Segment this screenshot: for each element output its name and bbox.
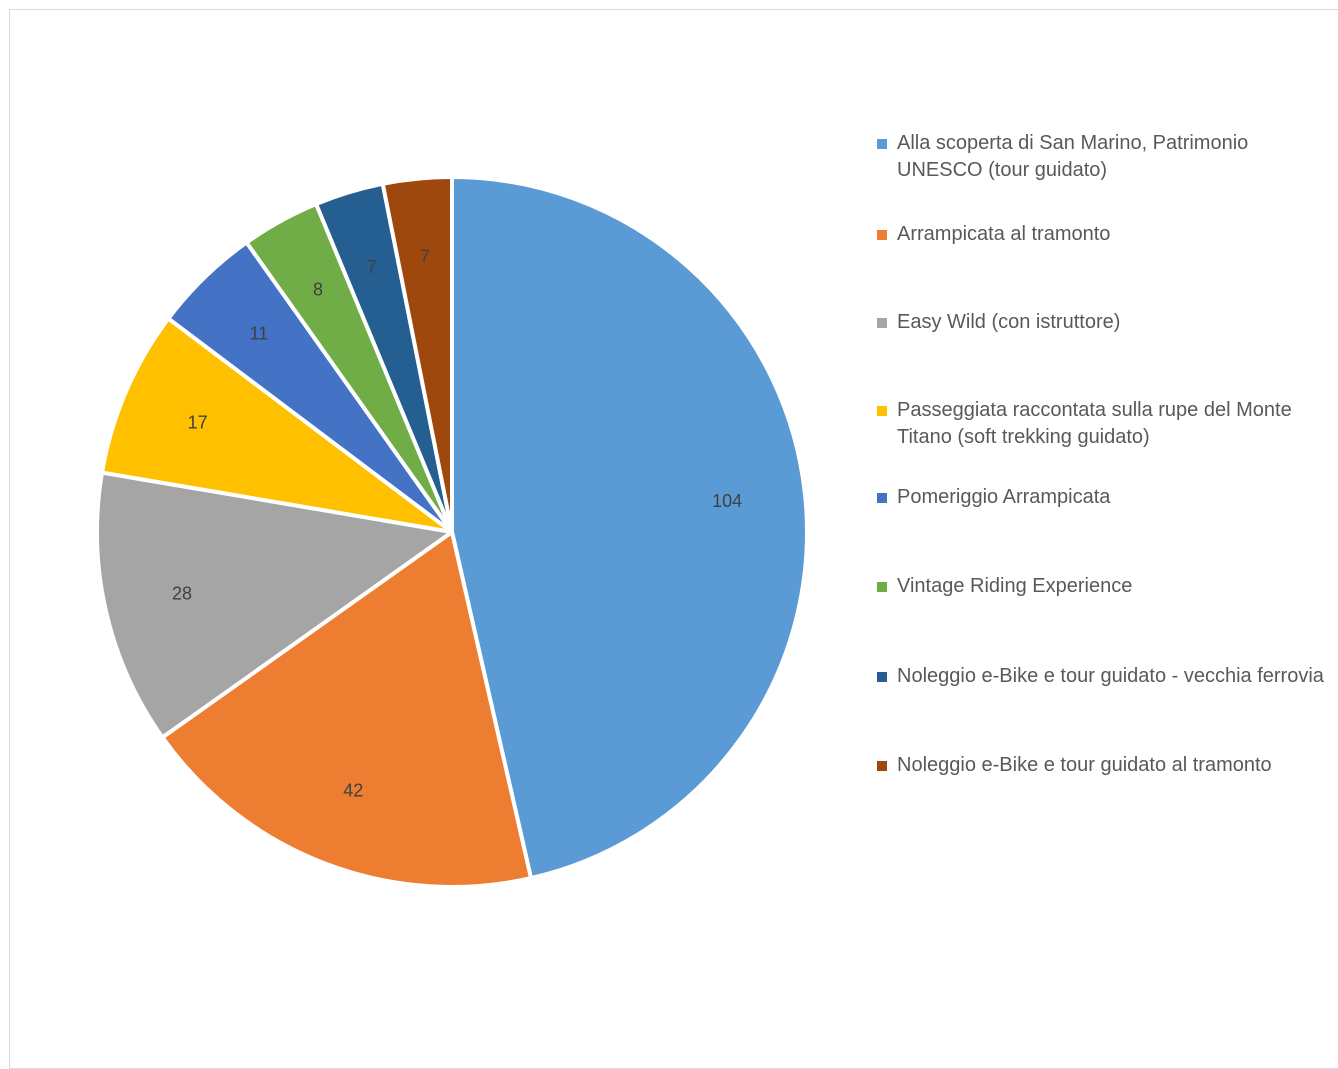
legend-label: Arrampicata al tramonto [897,223,1111,245]
legend-item-4: Passeggiata raccontata sulla rupe del Mo… [877,397,1337,451]
legend-label: Noleggio e-Bike e tour guidato al tramon… [897,754,1272,776]
legend-item-2: Arrampicata al tramonto [877,221,1337,248]
legend-swatch [877,761,887,771]
legend-swatch [877,493,887,503]
slice-value-label-8: 7 [420,246,430,266]
legend-swatch [877,672,887,682]
pie-slice-3 [95,470,454,740]
legend-item-8: Noleggio e-Bike e tour guidato al tramon… [877,752,1337,779]
slice-value-label-7: 7 [367,257,377,277]
legend-label: Vintage Riding Experience [897,575,1133,597]
pie-slice-2 [160,530,533,889]
legend-label: Noleggio e-Bike e tour guidato - vecchia… [897,665,1324,687]
legend-swatch [877,582,887,592]
slice-value-label-6: 8 [313,280,323,300]
legend-swatch [877,318,887,328]
slice-value-label-4: 17 [188,412,208,432]
legend-item-1: Alla scoperta di San Marino, Patrimonio … [877,130,1337,184]
slice-value-label-2: 42 [343,781,363,801]
legend-label: Easy Wild (con istruttore) [897,311,1121,333]
legend-swatch [877,406,887,416]
legend-label: Passeggiata raccontata sulla rupe del Mo… [897,399,1292,448]
legend-item-6: Vintage Riding Experience [877,573,1337,600]
slice-value-label-5: 11 [250,323,269,343]
legend-item-7: Noleggio e-Bike e tour guidato - vecchia… [877,663,1337,690]
pie-slice-8 [380,175,454,534]
pie-slice-4 [100,316,454,534]
slice-value-label-1: 104 [712,491,742,511]
slice-value-label-3: 28 [172,584,192,604]
pie-slice-1 [450,175,809,881]
legend-item-5: Pomeriggio Arrampicata [877,484,1337,511]
pie-data-labels: 104 42 28 17 11 8 7 7 [172,246,742,800]
legend-item-3: Easy Wild (con istruttore) [877,309,1337,336]
legend-swatch [877,139,887,149]
legend-swatch [877,230,887,240]
legend-label: Alla scoperta di San Marino, Patrimonio … [897,132,1249,181]
pie-slices [95,175,809,889]
legend-label: Pomeriggio Arrampicata [897,486,1111,508]
